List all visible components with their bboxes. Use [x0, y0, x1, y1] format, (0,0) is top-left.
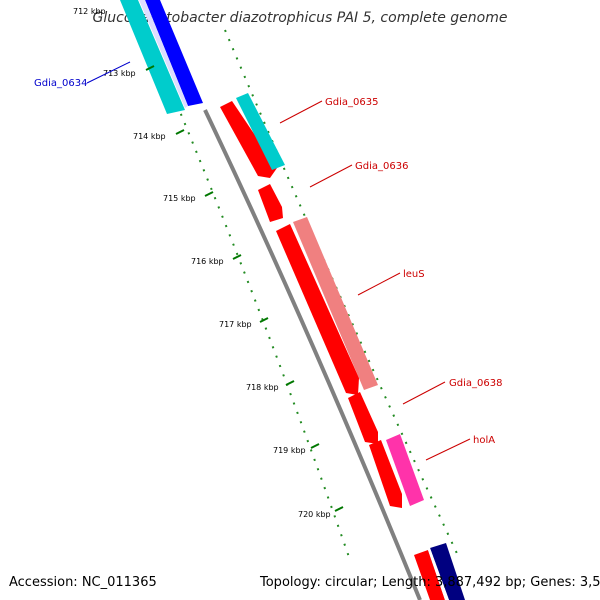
tick-label: 717 kbp	[219, 320, 252, 329]
map-title: Gluconacetobacter diazotrophicus PAI 5, …	[92, 10, 508, 26]
gene-label-leus[interactable]: leuS	[403, 269, 425, 280]
feature-gdia-0635[interactable]	[220, 101, 277, 178]
tick-mark	[285, 380, 295, 386]
tick-labels: 712 kbp 713 kbp 714 kbp 715 kbp 716 kbp …	[73, 7, 331, 519]
feature-white-bottom	[428, 548, 449, 600]
gene-label-gdia-0636[interactable]: Gdia_0636	[355, 161, 408, 172]
tick-label: 719 kbp	[273, 446, 306, 455]
tick-marks	[145, 65, 344, 512]
leader-gdia-0635	[279, 100, 323, 124]
feature-cyan-top[interactable]	[120, 0, 185, 114]
feature-lavender-top	[139, 0, 188, 108]
tick-mark	[145, 65, 155, 71]
tick-mark	[334, 506, 344, 512]
tick-label: 720 kbp	[298, 510, 331, 519]
accession-text: Accession: NC_011365	[9, 575, 157, 590]
feature-holA-magenta[interactable]	[386, 434, 424, 506]
leader-gdia-0638	[402, 381, 446, 405]
leader-gdia-0636	[309, 164, 353, 188]
gene-label-gdia-0635[interactable]: Gdia_0635	[325, 97, 378, 108]
leader-leus	[357, 272, 401, 296]
gene-label-gdia-0634[interactable]: Gdia_0634	[34, 78, 87, 89]
tick-mark	[175, 129, 185, 135]
leader-holA	[425, 438, 471, 461]
tick-mark	[310, 443, 320, 449]
tick-mark	[204, 191, 214, 197]
feature-gdia-0638[interactable]	[348, 392, 378, 444]
inner-dotted-track	[149, 39, 351, 561]
genome-summary-text: Topology: circular; Length: 3,887,492 bp…	[260, 575, 600, 590]
feature-leus[interactable]	[276, 224, 359, 395]
gene-label-holA[interactable]: holA	[473, 435, 495, 446]
feature-gdia-0635-cyan[interactable]	[236, 93, 285, 170]
tick-label: 713 kbp	[103, 69, 136, 78]
feature-holA-red[interactable]	[369, 440, 402, 508]
feature-blue-top[interactable]	[145, 0, 203, 106]
tick-label: 716 kbp	[191, 257, 224, 266]
backbone-line	[203, 109, 422, 600]
tick-mark	[259, 317, 269, 323]
feature-gdia-0636[interactable]	[258, 184, 283, 222]
feature-navy-bottom[interactable]	[430, 543, 465, 600]
outer-dotted-track	[224, 29, 461, 561]
gene-labels: Gdia_0634 Gdia_0635 Gdia_0636 leuS Gdia_…	[34, 78, 502, 446]
tick-mark	[232, 254, 242, 260]
gene-label-gdia-0638[interactable]: Gdia_0638	[449, 378, 502, 389]
feature-red-bottom[interactable]	[414, 550, 445, 600]
label-leaders	[86, 61, 471, 461]
tick-label: 714 kbp	[133, 132, 166, 141]
tick-label: 712 kbp	[73, 7, 106, 16]
feature-leus-pink[interactable]	[293, 217, 378, 390]
leader-gdia-0634	[86, 61, 131, 84]
tick-label: 715 kbp	[163, 194, 196, 203]
tick-label: 718 kbp	[246, 383, 279, 392]
